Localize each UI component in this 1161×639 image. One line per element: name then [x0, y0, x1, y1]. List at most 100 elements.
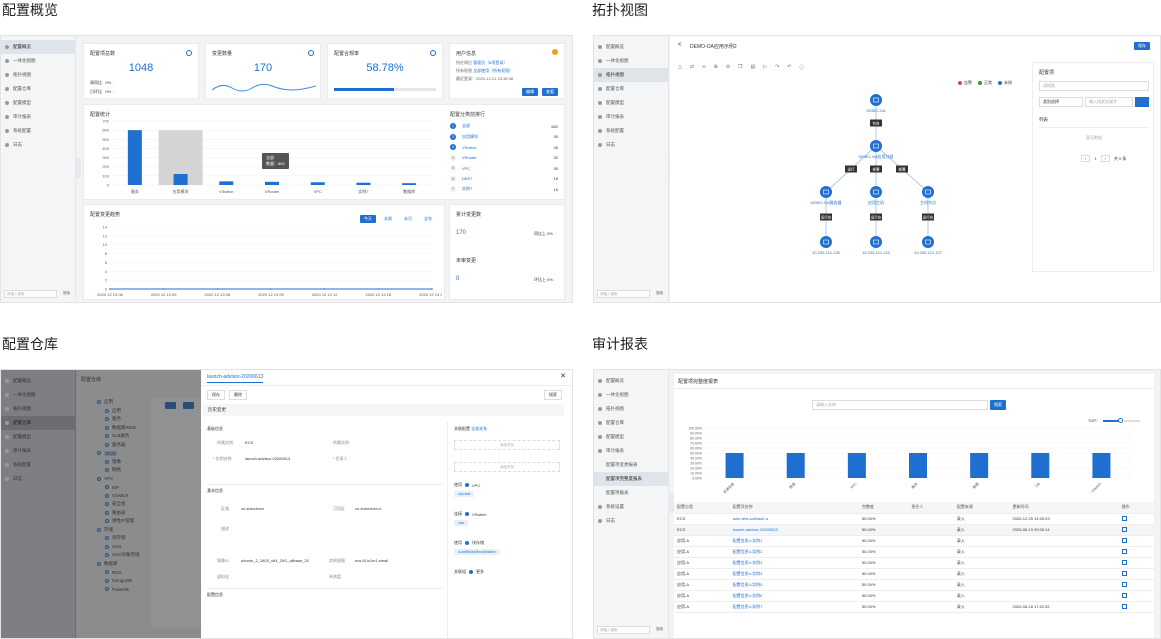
back-icon[interactable]: < [678, 42, 682, 48]
rank-item[interactable]: 6 DBS7 18 [450, 174, 558, 185]
data-point[interactable] [162, 288, 165, 290]
nav-subitem[interactable]: 配置项变更报表 [594, 458, 668, 472]
column-header[interactable]: 操作 [1118, 502, 1154, 514]
nav-item[interactable]: 系统配置 [1, 458, 75, 472]
nav-item[interactable]: 配置概览 [594, 374, 668, 388]
nav-item[interactable]: 配置仓库 [1, 416, 75, 430]
panel-search-input[interactable]: 请搜索 [1039, 81, 1149, 91]
nav-item[interactable]: 配置模型 [1, 430, 75, 444]
redo-icon[interactable]: ↷ [775, 64, 780, 70]
rank-item[interactable]: 1 全部 662 [450, 121, 558, 132]
tree-node[interactable]: VPC [83, 475, 140, 484]
collapse-handle[interactable] [668, 493, 674, 514]
nav-item[interactable]: 拓扑视图 [594, 402, 668, 416]
tree-node[interactable]: 弹性IP管理 [83, 517, 140, 526]
bar[interactable] [970, 453, 989, 478]
bar[interactable] [1031, 453, 1050, 478]
edit-icon[interactable] [1121, 603, 1127, 609]
relations-filter[interactable]: 全部关系 [471, 426, 488, 431]
table-row[interactable]: 应用-A 配置信息4-实例4 50.00% 录入 [674, 568, 1154, 580]
tab-week[interactable]: 本周 [384, 216, 392, 221]
tree-node[interactable]: 块存储 [83, 534, 140, 543]
data-point[interactable] [270, 288, 272, 290]
nav-item[interactable]: 一体化视图 [594, 54, 668, 68]
tree-node[interactable]: SLB服务 [83, 432, 140, 441]
column-header[interactable]: 配置项名称 [729, 502, 859, 514]
tree-node[interactable]: EIP [83, 483, 140, 492]
topology-node[interactable] [820, 186, 832, 198]
undo-icon[interactable]: ↶ [787, 64, 792, 70]
relation-tag[interactable]: vsw [454, 520, 469, 526]
data-point[interactable] [109, 288, 111, 290]
edit-icon[interactable] [1121, 526, 1127, 532]
nav-item[interactable]: 配置概览 [1, 40, 75, 54]
tree-node[interactable]: 数据库WEB [83, 424, 140, 433]
column-header[interactable]: 更新时间 [1009, 502, 1119, 514]
nav-item[interactable]: 系统设置 [594, 500, 668, 514]
bar[interactable] [909, 453, 927, 478]
column-header[interactable]: 责任人 [908, 502, 954, 514]
edit-icon[interactable] [1121, 548, 1127, 554]
edit-icon[interactable] [1121, 537, 1127, 543]
table-row[interactable]: ECS launch-advisor-20200613 50.00% 录入 2020-0… [674, 524, 1154, 536]
table-row[interactable]: 应用-A 配置信息4-实例2 50.00% 录入 [674, 546, 1154, 558]
nav-item[interactable]: 一体化视图 [594, 388, 668, 402]
data-point[interactable] [431, 288, 433, 290]
topology-node[interactable] [870, 94, 882, 106]
add-relation-button[interactable]: 添加关系 [454, 440, 560, 450]
nav-subitem[interactable]: 配置项报表 [594, 486, 668, 500]
table-cell[interactable]: launch-advisor-20200613 [729, 524, 859, 536]
nav-item[interactable]: 配置仓库 [594, 416, 668, 430]
table-row[interactable]: ECS auto-test-salthash-a 50.00% 录入 2020-12-2… [674, 513, 1154, 525]
column-header[interactable]: 配置来源 [953, 502, 1010, 514]
slider-handle[interactable] [1118, 418, 1123, 423]
topology-node[interactable] [870, 140, 882, 152]
relation-item[interactable]: 关联组 更多 [454, 569, 564, 575]
info-icon[interactable] [308, 50, 314, 56]
bar[interactable] [127, 130, 142, 185]
rank-item[interactable]: 4 VRouter 32 [450, 153, 558, 164]
nav-item[interactable]: 配置模型 [1, 96, 75, 110]
nav-subitem[interactable]: 配置项完整度报表 [594, 472, 668, 486]
bar[interactable] [356, 182, 371, 185]
nav-item[interactable]: 审计报表 [594, 444, 668, 458]
bar[interactable] [847, 453, 866, 478]
sidebar-search-button[interactable]: 搜索 [63, 291, 70, 295]
nav-item[interactable]: 配置仓库 [594, 82, 668, 96]
bar[interactable] [402, 183, 417, 185]
tree-node[interactable]: 应用 [83, 398, 140, 407]
view-button[interactable]: 查看 [542, 88, 558, 96]
report-search-input[interactable]: 请输入名称 [812, 400, 988, 410]
collapse-handle[interactable] [75, 158, 81, 179]
tree-node[interactable]: 网络 [83, 466, 140, 475]
topology-node[interactable] [922, 186, 934, 198]
history-bar[interactable]: 历史变更 [203, 404, 564, 416]
move-icon[interactable]: ⇄ [689, 64, 695, 70]
table-cell[interactable]: auto-test-salthash-a [729, 513, 859, 525]
bar[interactable] [265, 181, 279, 185]
table-row[interactable]: 应用-A 配置信息4-实例7 50.00% 录入 2020-06-18 17:22:32 [674, 601, 1154, 613]
tree-node[interactable]: 应用 [83, 407, 140, 416]
info-icon[interactable]: ⓘ [799, 65, 805, 71]
nav-item[interactable]: 日志 [594, 138, 668, 152]
rank-item[interactable]: 3 VSwitch 46 [450, 142, 558, 153]
bar[interactable] [310, 182, 325, 185]
search-button[interactable]: 搜索 [544, 390, 562, 400]
nav-item[interactable]: 配置概览 [594, 40, 668, 54]
page-number[interactable]: 1 [1094, 156, 1097, 161]
topology-node[interactable] [922, 236, 934, 248]
tree-node[interactable]: RDS [83, 568, 140, 577]
sidebar-search-input[interactable]: 请输入搜索 [597, 289, 650, 298]
nav-item[interactable]: 系统配置 [1, 124, 75, 138]
tab-year[interactable]: 全年 [424, 216, 432, 221]
link-icon[interactable]: ∞ [702, 64, 706, 70]
table-row[interactable]: 应用-A 配置信息4-实例6 50.00% 录入 [674, 590, 1154, 602]
edit-icon[interactable] [1121, 559, 1127, 565]
nav-item[interactable]: 配置模型 [594, 430, 668, 444]
topology-node[interactable] [870, 236, 882, 248]
nav-item[interactable]: 系统配置 [594, 124, 668, 138]
keyword-input[interactable]: 输入搜索关键字 [1085, 97, 1133, 107]
nav-item[interactable]: 审计报表 [1, 444, 75, 458]
zoom-in-icon[interactable]: ⊕ [713, 64, 718, 70]
nav-item[interactable]: 配置概览 [1, 374, 75, 388]
